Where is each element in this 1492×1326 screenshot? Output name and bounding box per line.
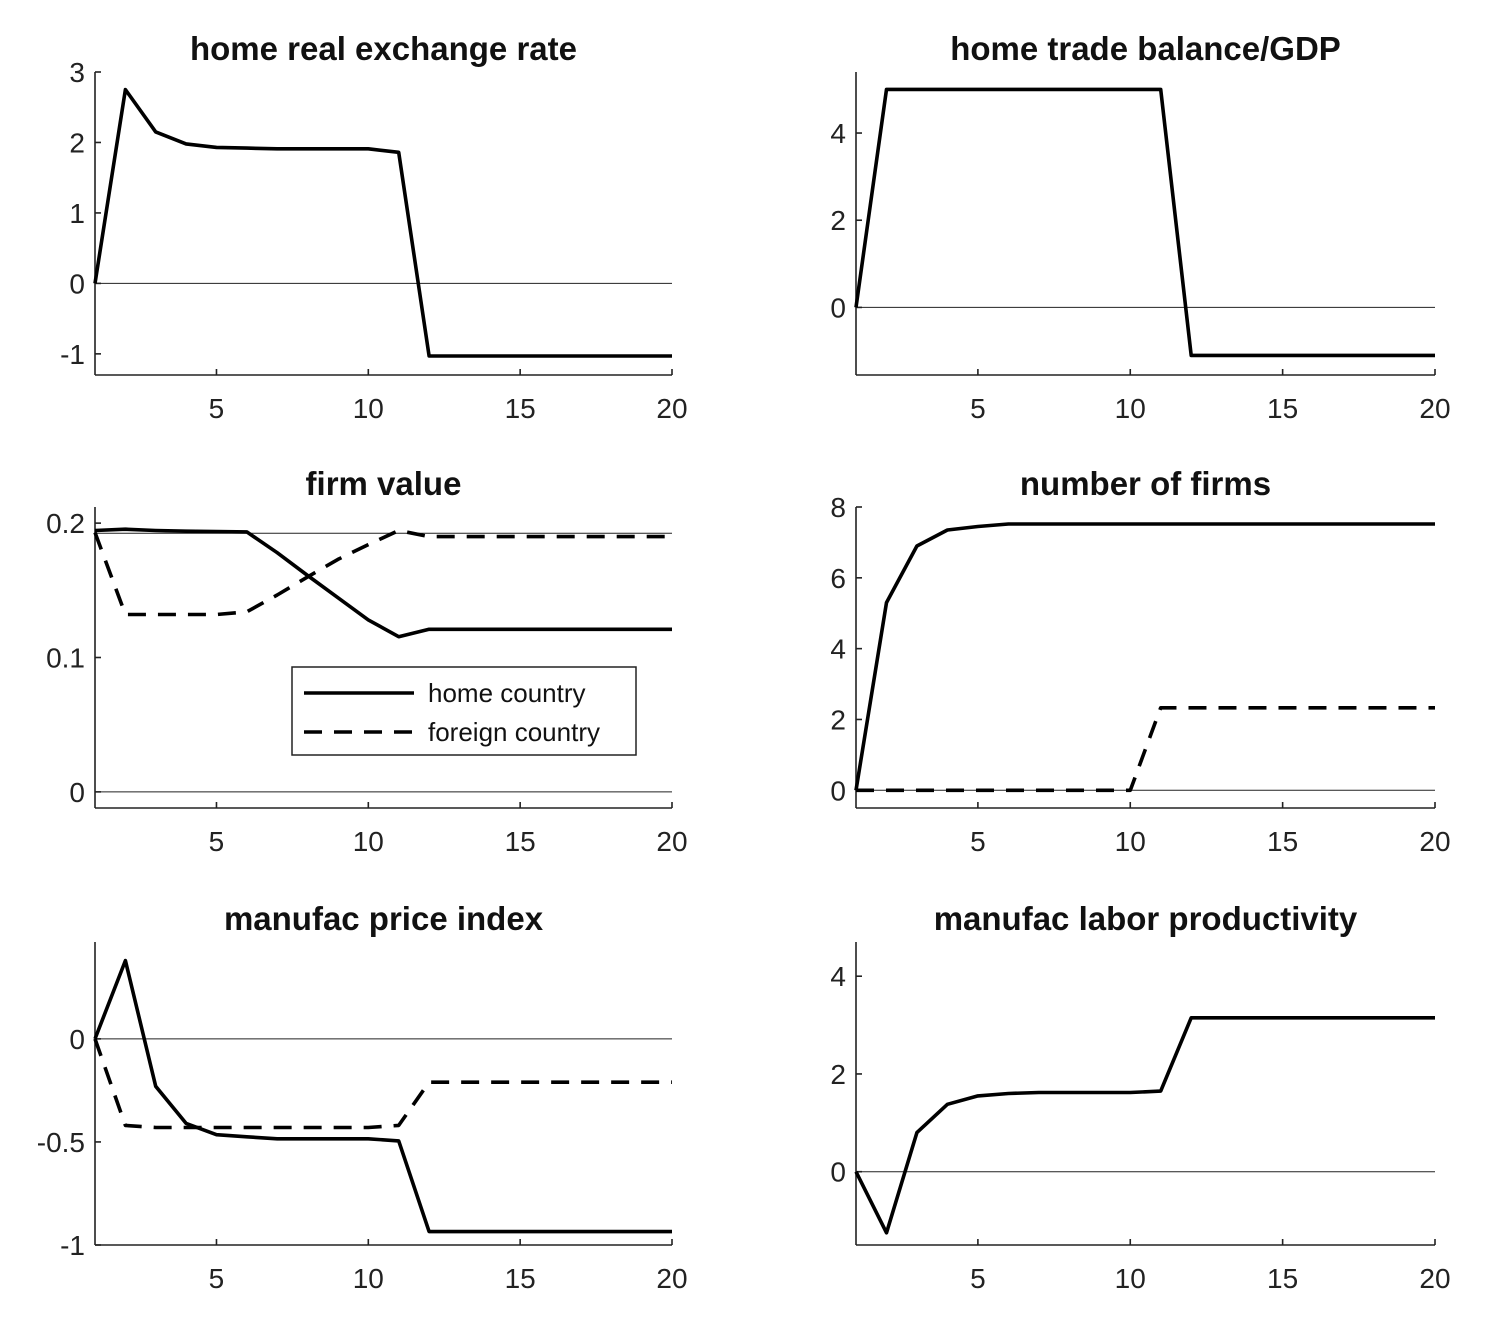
series-line-main (854, 1015, 1435, 1235)
series-line-home-country (94, 527, 672, 639)
y-tick-label: 6 (830, 563, 846, 594)
series-line-foreign-country (93, 1038, 672, 1130)
x-tick-label: 10 (1115, 826, 1146, 857)
x-tick-label: 10 (1115, 1263, 1146, 1294)
y-tick-label: 3 (69, 57, 85, 88)
series-line-home-country (854, 522, 1435, 791)
x-tick-label: 20 (656, 826, 687, 857)
x-tick-label: 10 (353, 393, 384, 424)
y-tick-label: 4 (830, 634, 846, 665)
x-tick-label: 5 (209, 1263, 225, 1294)
y-tick-label: 8 (830, 492, 846, 523)
chart-title: manufac price index (224, 900, 544, 937)
x-tick-label: 10 (353, 1263, 384, 1294)
y-tick-label: 1 (69, 198, 85, 229)
x-tick-label: 5 (970, 826, 986, 857)
legend-box (291, 666, 637, 756)
subplot-number-of-firms: number of firms 5 10 15 20 0 2 4 6 8 (830, 465, 1450, 857)
x-tick-label: 15 (1267, 1263, 1298, 1294)
subplot-manufac-price-index: manufac price index 5 10 15 20 -1 -0.5 0 (37, 900, 688, 1294)
x-tick-label: 5 (970, 1263, 986, 1294)
x-tick-label: 10 (353, 826, 384, 857)
series-line-main (854, 87, 1435, 358)
x-tick-label: 5 (970, 393, 986, 424)
x-tick-label: 5 (209, 393, 225, 424)
y-tick-label: 2 (830, 704, 846, 735)
series-line-main (93, 87, 672, 358)
y-tick-label: -1 (60, 1230, 85, 1261)
x-tick-label: 5 (209, 826, 225, 857)
y-tick-label: -0.5 (37, 1127, 85, 1158)
series-line-home-country (93, 958, 672, 1234)
legend-label-foreign-country: foreign country (428, 717, 600, 747)
y-tick-label: 2 (830, 205, 846, 236)
x-tick-label: 15 (505, 826, 536, 857)
y-tick-label: 0 (830, 1157, 846, 1188)
y-tick-label: 2 (830, 1059, 846, 1090)
chart-title: home real exchange rate (190, 30, 577, 67)
y-tick-label: 2 (69, 127, 85, 158)
x-tick-label: 15 (505, 393, 536, 424)
series-line-foreign-country (93, 528, 672, 617)
series-line-foreign-country (856, 705, 1435, 793)
x-tick-label: 15 (505, 1263, 536, 1294)
y-tick-label: 0.2 (46, 508, 85, 539)
x-tick-label: 20 (656, 1263, 687, 1294)
y-tick-label: 0 (69, 777, 85, 808)
y-tick-label: 0.1 (46, 643, 85, 674)
y-tick-label: -1 (60, 339, 85, 370)
y-tick-label: 4 (830, 118, 846, 149)
subplot-manufac-labor-productivity: manufac labor productivity 5 10 15 20 0 2 4 (830, 900, 1450, 1294)
x-tick-label: 15 (1267, 826, 1298, 857)
subplot-home-trade-balance-gdp: home trade balance/GDP 5 10 15 20 0 2 4 (830, 30, 1450, 424)
chart-title: home trade balance/GDP (950, 30, 1341, 67)
x-tick-label: 20 (1419, 1263, 1450, 1294)
x-tick-label: 20 (1419, 393, 1450, 424)
x-tick-label: 20 (1419, 826, 1450, 857)
subplot-firm-value: firm value 5 10 15 20 0 0.1 0.2 home country fore… (46, 465, 688, 857)
x-tick-label: 10 (1115, 393, 1146, 424)
y-tick-label: 0 (69, 268, 85, 299)
chart-title: manufac labor productivity (934, 900, 1358, 937)
x-tick-label: 20 (656, 393, 687, 424)
legend: home country foreign country (291, 666, 637, 756)
y-tick-label: 4 (830, 961, 846, 992)
y-tick-label: 0 (830, 292, 846, 323)
chart-title: firm value (306, 465, 462, 502)
chart-title: number of firms (1020, 465, 1271, 502)
subplot-home-real-exchange-rate: home real exchange rate 5 10 15 20 -1 0 1 2 3 (60, 30, 687, 424)
y-tick-label: 0 (69, 1024, 85, 1055)
y-tick-label: 0 (830, 775, 846, 806)
legend-label-home-country: home country (428, 678, 586, 708)
x-tick-label: 15 (1267, 393, 1298, 424)
